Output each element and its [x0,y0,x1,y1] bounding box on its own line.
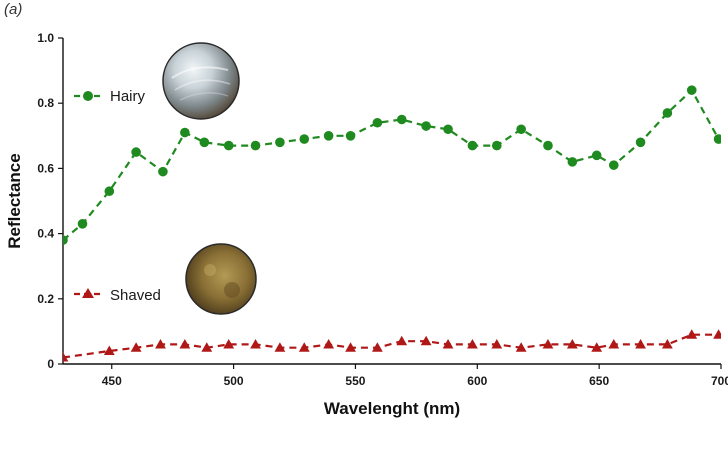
legend-marker-hairy [83,91,93,101]
data-point-shaved [323,339,335,349]
y-tick-label: 0.8 [37,96,54,110]
data-point-hairy [131,147,141,157]
legend-label-shaved: Shaved [110,287,161,304]
data-point-hairy [372,117,383,128]
data-point-hairy [158,166,168,177]
data-point-hairy [516,124,526,135]
data-point-shaved [591,342,603,352]
data-point-shaved [179,339,191,349]
x-tick-label: 550 [345,374,365,388]
data-point-shaved [250,339,261,349]
data-point-shaved [371,342,383,352]
data-point-shaved [491,339,503,349]
x-tick-label: 700 [711,374,728,388]
data-point-shaved [442,339,454,349]
legend-item-hairy: Hairy [74,88,146,105]
data-point-shaved [63,352,69,362]
x-tick-label: 600 [467,374,487,388]
series-hairy [63,85,721,245]
data-point-shaved [608,339,620,349]
data-point-hairy [223,140,234,151]
data-point-shaved [396,335,408,346]
data-point-hairy [299,134,310,144]
data-point-hairy [608,160,619,170]
data-point-hairy [421,121,431,131]
data-point-hairy [591,150,602,161]
y-tick-label: 0.4 [37,227,54,241]
x-tick-label: 500 [224,374,244,388]
data-point-hairy [345,131,356,141]
data-point-hairy [396,114,407,125]
x-tick-label: 450 [102,374,122,388]
data-point-hairy [77,219,88,229]
data-point-hairy [467,140,478,151]
data-point-hairy [443,124,453,135]
data-point-shaved [201,342,213,352]
hairy-surface-photo [162,42,240,120]
x-axis-title: Wavelenght (nm) [324,399,460,418]
legend: Hairy Shaved [74,88,161,304]
x-ticks: 450 500 550 600 650 700 [102,364,728,388]
legend-item-shaved: Shaved [74,287,161,304]
y-tick-label: 0.6 [37,161,54,175]
data-point-hairy [323,131,334,141]
series-shaved [63,329,721,362]
data-point-hairy [635,137,646,148]
y-tick-label: 0 [47,357,54,371]
y-ticks: 0 0.2 0.4 0.6 0.8 1.0 [37,31,63,371]
series-line-hairy [63,88,720,241]
data-point-hairy [104,186,115,197]
data-point-shaved [223,339,235,349]
data-point-shaved [345,342,356,352]
data-point-hairy [567,157,578,167]
data-point-shaved [515,342,527,352]
data-point-shaved [566,339,578,349]
legend-marker-shaved [82,288,94,298]
data-point-hairy [686,85,697,95]
data-point-shaved [274,342,286,352]
x-tick-label: 650 [589,374,609,388]
data-point-hairy [543,140,553,151]
data-point-shaved [542,339,554,349]
data-point-shaved [103,345,115,356]
y-tick-label: 0.2 [37,292,54,306]
data-point-shaved [467,339,478,349]
data-point-shaved [298,342,310,352]
data-point-hairy [180,127,190,138]
data-point-hairy [275,137,285,148]
series-layer [63,85,721,362]
data-point-hairy [713,134,721,144]
data-point-shaved [661,339,673,349]
data-point-hairy [250,140,261,151]
legend-label-hairy: Hairy [110,88,146,105]
data-point-shaved [420,335,432,346]
data-point-shaved [155,339,166,349]
shaved-surface-photo [185,243,257,315]
y-axis-title: Reflectance [5,153,24,248]
data-point-hairy [63,235,68,245]
data-point-hairy [491,140,502,151]
data-point-shaved [635,339,646,349]
data-point-hairy [199,137,210,148]
data-point-shaved [686,329,698,339]
panel-label: (a) [4,1,22,18]
data-point-shaved [713,329,721,339]
data-point-hairy [662,108,673,118]
y-tick-label: 1.0 [37,31,54,45]
data-point-shaved [130,342,142,352]
